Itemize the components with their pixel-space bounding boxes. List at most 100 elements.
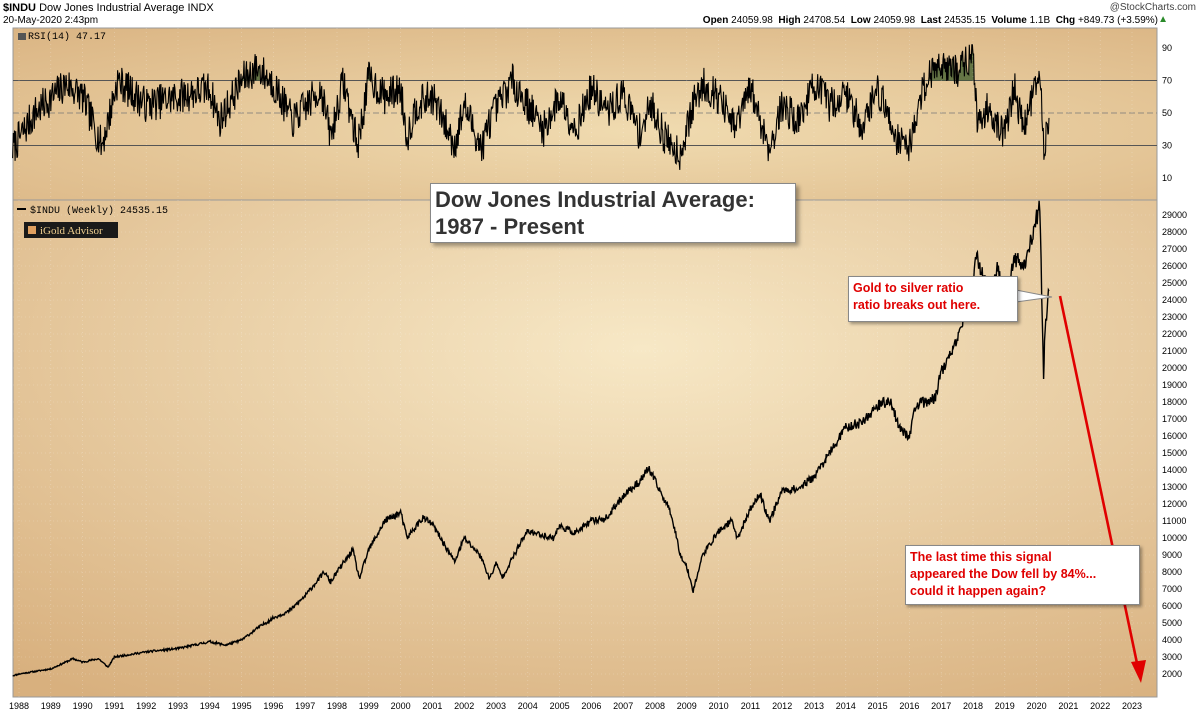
price-tick-label: 7000 (1162, 584, 1182, 594)
price-tick-label: 8000 (1162, 567, 1182, 577)
watermark: @StockCharts.com (1109, 2, 1196, 13)
year-tick-label: 1997 (295, 701, 315, 711)
price-tick-label: 22000 (1162, 329, 1187, 339)
price-tick-labels: 2000 3000 4000 5000 6000 7000 8000 9000 10000 110… (1162, 210, 1187, 679)
price-tick-label: 27000 (1162, 244, 1187, 254)
index-name: Dow Jones Industrial Average (39, 2, 185, 14)
year-tick-label: 1995 (232, 701, 252, 711)
price-tick-label: 4000 (1162, 635, 1182, 645)
price-tick-label: 11000 (1162, 516, 1186, 526)
rsi-overbought-fill (254, 54, 260, 81)
year-tick-label: 2019 (995, 701, 1015, 711)
price-tick-label: 16000 (1162, 431, 1187, 441)
rsi-series-line (12, 44, 1050, 170)
year-tick-label: 1990 (73, 701, 93, 711)
last-label: Last (920, 15, 942, 26)
year-tick-label: 2013 (804, 701, 824, 711)
price-tick-label: 29000 (1162, 210, 1187, 220)
price-panel-bg (12, 199, 1158, 698)
exchange: INDX (187, 2, 214, 14)
ohlc-bar: Open 24059.98 High 24708.54 Low 24059.98… (703, 15, 1158, 26)
price-tick-label: 12000 (1162, 499, 1187, 509)
year-tick-label: 2009 (677, 701, 697, 711)
price-tick-label: 26000 (1162, 261, 1187, 271)
price-tick-label: 21000 (1162, 346, 1187, 356)
rsi-legend-marker (18, 33, 26, 40)
year-tick-label: 2007 (613, 701, 633, 711)
year-tick-label: 1991 (104, 701, 124, 711)
year-tick-label: 2020 (1027, 701, 1047, 711)
down-arrow-head (1131, 660, 1146, 683)
year-tick-label: 1989 (41, 701, 61, 711)
price-tick-label: 25000 (1162, 278, 1187, 288)
high-value: 24708.54 (803, 15, 846, 26)
gold-silver-callout-text: Gold to silver ratio ratio breaks out he… (853, 281, 981, 312)
header-title: $INDU Dow Jones Industrial Average INDX (3, 2, 214, 14)
high-label: High (778, 15, 801, 26)
year-tick-label: 2021 (1058, 701, 1078, 711)
price-tick-label: 23000 (1162, 312, 1187, 322)
price-label: $INDU (Weekly) 24535.15 (30, 205, 168, 217)
open-value: 24059.98 (731, 15, 773, 26)
title-annotation-text: Dow Jones Industrial Average: 1987 - Pre… (435, 187, 755, 239)
year-tick-label: 1996 (263, 701, 283, 711)
price-tick-label: 24000 (1162, 295, 1187, 305)
price-tick-label: 9000 (1162, 550, 1182, 560)
year-tick-label: 2011 (741, 701, 760, 711)
price-tick-label: 6000 (1162, 601, 1182, 611)
year-tick-label: 2002 (454, 701, 474, 711)
year-tick-label: 2014 (836, 701, 856, 711)
year-tick-label: 1992 (136, 701, 156, 711)
last-value: 24535.15 (944, 15, 986, 26)
price-tick-label: 3000 (1162, 652, 1182, 662)
year-tick-label: 2022 (1090, 701, 1110, 711)
year-tick-label: 2001 (422, 701, 442, 711)
year-tick-label: 2023 (1122, 701, 1142, 711)
badge-box (24, 222, 118, 238)
year-tick-label: 2016 (899, 701, 919, 711)
year-tick-label: 1998 (327, 701, 347, 711)
year-tick-label: 2000 (391, 701, 411, 711)
signal-callout-text: The last time this signal appeared the D… (910, 550, 1097, 598)
badge-icon (28, 226, 36, 234)
gold-silver-callout: Gold to silver ratio ratio breaks out he… (848, 276, 1018, 322)
price-tick-label: 18000 (1162, 397, 1187, 407)
chg-label: Chg (1055, 15, 1076, 26)
year-tick-label: 1988 (9, 701, 29, 711)
price-tick-label: 19000 (1162, 380, 1187, 390)
header-date: 20-May-2020 2:43pm (3, 15, 99, 26)
title-annotation: Dow Jones Industrial Average: 1987 - Pre… (430, 183, 796, 243)
price-series-line (12, 200, 1050, 677)
price-tick-label: 17000 (1162, 414, 1187, 424)
rsi-tick-label: 50 (1162, 108, 1172, 118)
price-tick-label: 2000 (1162, 669, 1182, 679)
rsi-tick-label: 10 (1162, 173, 1172, 183)
year-tick-label: 2008 (645, 701, 665, 711)
symbol: $INDU (3, 2, 37, 14)
volume-label: Volume (991, 15, 1027, 26)
low-label: Low (850, 15, 871, 26)
price-tick-label: 15000 (1162, 448, 1187, 458)
rsi-label: RSI(14) 47.17 (28, 31, 106, 43)
price-tick-label: 14000 (1162, 465, 1187, 475)
rsi-tick-label: 70 (1162, 76, 1172, 86)
year-tick-label: 1999 (359, 701, 379, 711)
volume-value: 1.1B (1029, 15, 1051, 26)
year-tick-label: 2010 (709, 701, 729, 711)
signal-callout: The last time this signal appeared the D… (905, 545, 1140, 605)
year-tick-label: 2005 (550, 701, 570, 711)
year-tick-label: 2003 (486, 701, 506, 711)
down-arrow-line (1058, 295, 1140, 669)
year-tick-labels: 1988 1989 1990 1991 1992 1993 1994 1995 1996 1997… (9, 701, 1142, 711)
rsi-tick-label: 90 (1162, 43, 1172, 53)
price-tick-label: 28000 (1162, 227, 1187, 237)
up-arrow-icon: ▲ (1158, 14, 1168, 25)
open-label: Open (702, 15, 729, 26)
year-tick-label: 2004 (518, 701, 538, 711)
chg-value: +849.73 (+3.59%) (1077, 15, 1158, 26)
year-tick-label: 2017 (931, 701, 951, 711)
price-tick-label: 5000 (1162, 618, 1182, 628)
year-tick-label: 2018 (963, 701, 983, 711)
year-tick-label: 1993 (168, 701, 188, 711)
